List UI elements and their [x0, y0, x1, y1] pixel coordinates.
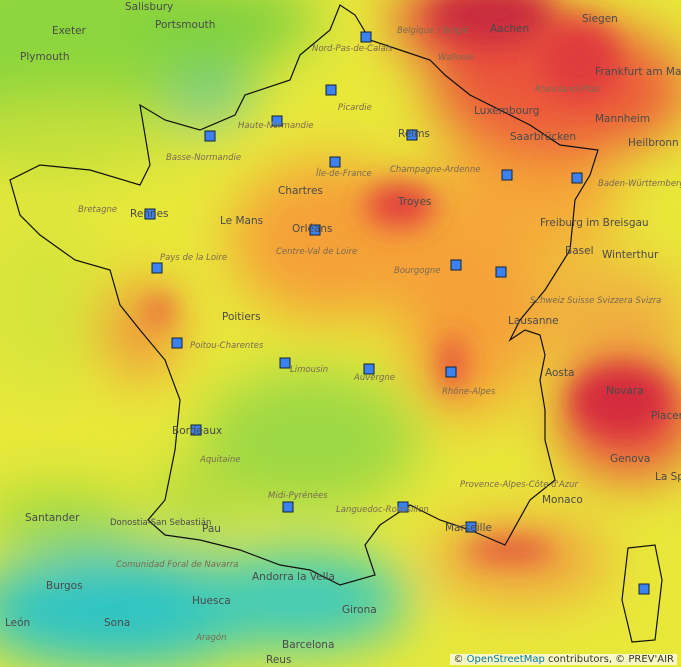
- place-label: Sona: [104, 617, 130, 629]
- region-label: Poitou-Charentes: [190, 341, 264, 351]
- place-label: Luxembourg: [474, 105, 539, 117]
- place-label: Le Mans: [220, 215, 263, 227]
- attribution-text: ©: [453, 654, 464, 665]
- region-label: Haute-Normandie: [238, 121, 314, 131]
- station-marker[interactable]: [329, 156, 341, 168]
- region-label: Rhône-Alpes: [442, 386, 496, 397]
- station-marker[interactable]: [406, 129, 418, 141]
- place-label: Basel: [565, 245, 594, 257]
- place-label: Freiburg im Breisgau: [540, 217, 649, 229]
- place-label: Burgos: [46, 580, 83, 592]
- station-marker[interactable]: [309, 224, 321, 236]
- region-label: Champagne-Ardenne: [390, 165, 480, 175]
- place-label: Portsmouth: [155, 19, 215, 31]
- place-label: Genova: [610, 453, 650, 465]
- attribution: © OpenStreetMap contributors, © PREV'AIR: [450, 654, 677, 665]
- place-label: Saarbrücken: [510, 131, 576, 143]
- markers: [144, 31, 650, 595]
- station-marker[interactable]: [501, 169, 513, 181]
- place-labels: Salisbury Portsmouth Exeter Plymouth Aac…: [5, 1, 681, 666]
- place-label: Reus: [266, 654, 291, 666]
- station-marker[interactable]: [638, 583, 650, 595]
- region-label: Centre-Val de Loire: [276, 247, 357, 257]
- place-label: Aosta: [545, 367, 574, 379]
- place-label: Exeter: [52, 25, 87, 37]
- region-label: Belgique / België: [397, 26, 469, 36]
- place-label: Chartres: [278, 185, 323, 197]
- place-label: Barcelona: [282, 639, 334, 651]
- place-label: Reims: [398, 128, 430, 140]
- place-label: Novara: [606, 385, 644, 397]
- region-label: Basse-Normandie: [166, 153, 241, 163]
- station-marker[interactable]: [495, 266, 507, 278]
- place-label: Lausanne: [508, 315, 559, 327]
- region-label: Wallonie: [438, 53, 474, 63]
- region-label: Provence-Alpes-Côte d'Azur: [460, 479, 579, 490]
- place-label: Piacenza: [651, 410, 681, 422]
- region-label: Baden-Württemberg: [598, 179, 681, 189]
- region-label: Bourgogne: [394, 266, 441, 276]
- region-labels: Bretagne Basse-Normandie Haute-Normandie…: [78, 26, 681, 643]
- place-label: Girona: [342, 604, 377, 616]
- station-marker[interactable]: [445, 366, 457, 378]
- place-label: Monaco: [542, 494, 583, 506]
- station-marker[interactable]: [465, 521, 477, 533]
- station-marker[interactable]: [363, 363, 375, 375]
- region-label: Bretagne: [78, 205, 117, 215]
- station-marker[interactable]: [190, 424, 202, 436]
- station-marker[interactable]: [571, 172, 583, 184]
- place-label: Heilbronn: [628, 137, 679, 149]
- region-label: Aragón: [195, 632, 227, 643]
- region-label: Pays de la Loire: [160, 253, 227, 263]
- region-label: Limousin: [290, 365, 328, 375]
- place-label: Siegen: [582, 13, 618, 25]
- place-label: Orléans: [292, 223, 333, 235]
- place-label: Plymouth: [20, 51, 70, 63]
- station-marker[interactable]: [144, 208, 156, 220]
- place-label: Salisbury: [125, 1, 173, 13]
- place-label: Santander: [25, 512, 80, 524]
- station-marker[interactable]: [171, 337, 183, 349]
- place-label: Winterthur: [602, 249, 659, 261]
- region-label: Île-de-France: [316, 167, 372, 179]
- place-label: Frankfurt am Main: [595, 66, 681, 78]
- station-marker[interactable]: [360, 31, 372, 43]
- place-label: Andorra la Vella: [252, 571, 335, 583]
- attribution-text: contributors, © PREV'AIR: [548, 654, 674, 665]
- place-label: Rennes: [130, 208, 169, 220]
- station-marker[interactable]: [204, 130, 216, 142]
- region-label: Midi-Pyrénées: [268, 490, 328, 501]
- place-label: León: [5, 617, 30, 629]
- station-marker[interactable]: [450, 259, 462, 271]
- station-marker[interactable]: [282, 501, 294, 513]
- station-marker[interactable]: [397, 501, 409, 513]
- place-label: Marseille: [445, 522, 492, 534]
- region-label: Auvergne: [353, 373, 395, 383]
- place-label: Donostia-San Sebastián: [110, 518, 211, 528]
- place-label: Troyes: [397, 196, 432, 208]
- place-label: Bordeaux: [172, 425, 222, 437]
- place-label: Huesca: [192, 595, 231, 607]
- station-marker[interactable]: [151, 262, 163, 274]
- region-label: Nord-Pas-de-Calais: [312, 44, 393, 54]
- place-label: La Spezia: [655, 471, 681, 483]
- region-label: Comunidad Foral de Navarra: [116, 560, 238, 570]
- station-marker[interactable]: [271, 115, 283, 127]
- region-label: Languedoc-Roussillon: [336, 505, 429, 515]
- region-label: Picardie: [338, 103, 372, 113]
- region-label: Aquitaine: [199, 455, 240, 465]
- place-label: Pau: [202, 523, 221, 535]
- borders: [9, 4, 663, 643]
- osm-link[interactable]: OpenStreetMap: [466, 654, 545, 665]
- place-label: Mannheim: [595, 113, 650, 125]
- station-marker[interactable]: [279, 357, 291, 369]
- station-marker[interactable]: [325, 84, 337, 96]
- region-label: Schweiz Suisse Svizzera Svizra: [530, 296, 661, 306]
- place-label: Aachen: [490, 23, 529, 35]
- region-label: Rheinland-Pfalz: [535, 85, 601, 95]
- place-label: Poitiers: [222, 311, 261, 323]
